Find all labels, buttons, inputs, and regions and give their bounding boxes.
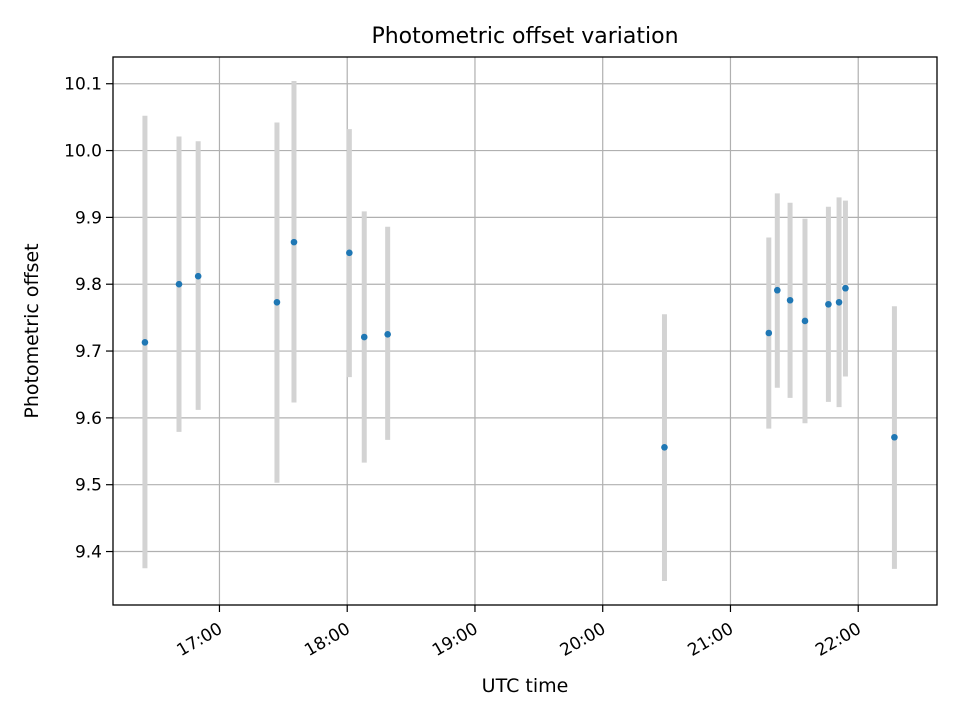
data-point <box>661 443 668 451</box>
data-point <box>273 298 281 306</box>
data-point <box>825 300 832 308</box>
chart-title: Photometric offset variation <box>371 24 678 49</box>
grid <box>113 57 937 605</box>
y-axis: 9.4 9.5 9.6 9.7 9.8 9.9 10.0 10.1 <box>64 75 113 563</box>
y-tick-label: 9.5 <box>75 476 102 496</box>
y-tick-label: 9.9 <box>75 208 102 228</box>
y-tick-label: 10.1 <box>64 75 102 95</box>
x-axis-label: UTC time <box>482 675 569 697</box>
y-axis-label: Photometric offset <box>21 243 43 418</box>
data-point <box>786 296 794 304</box>
data-point <box>765 329 773 337</box>
data-point <box>175 280 183 288</box>
data-point <box>774 286 781 294</box>
data-point <box>290 238 298 246</box>
data-point <box>384 331 391 338</box>
data-point <box>801 317 809 325</box>
data-point <box>141 339 149 346</box>
data-point <box>194 272 202 280</box>
y-tick-label: 10.0 <box>64 142 102 162</box>
y-tick-label: 9.4 <box>75 543 102 563</box>
data-point <box>842 284 849 292</box>
data-point <box>360 333 368 341</box>
plot-frame <box>112 56 938 606</box>
y-tick-label: 9.7 <box>75 342 102 362</box>
y-tick-label: 9.8 <box>75 275 102 295</box>
data-points <box>141 238 898 451</box>
y-tick-label: 9.6 <box>75 409 102 429</box>
data-point <box>346 249 353 257</box>
data-point <box>835 298 843 306</box>
data-point <box>891 433 898 441</box>
